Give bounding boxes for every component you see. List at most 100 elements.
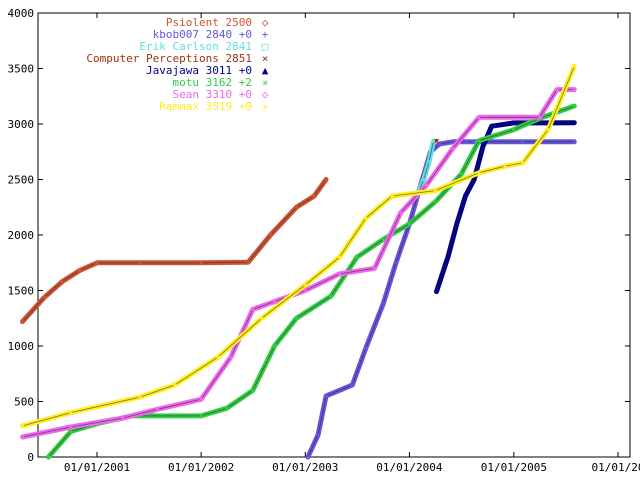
data-point xyxy=(260,316,264,320)
data-point xyxy=(78,268,82,273)
y-tick-label: 2500 xyxy=(8,174,35,187)
data-point xyxy=(477,171,481,175)
data-point xyxy=(69,411,73,415)
x-tick-label: 01/01/2004 xyxy=(376,461,443,474)
data-point xyxy=(433,200,437,204)
data-point xyxy=(481,144,485,148)
data-point xyxy=(431,140,435,144)
data-point xyxy=(216,355,220,359)
series-core-line xyxy=(22,66,575,427)
x-tick-label: 01/01/20 xyxy=(592,461,640,474)
data-point xyxy=(246,260,250,264)
series-core-line xyxy=(417,141,434,193)
data-point xyxy=(20,320,25,324)
data-point xyxy=(364,216,368,220)
legend-entry-label: Javajawa 3011 +0 xyxy=(146,64,252,77)
legend-marker: ✳ xyxy=(262,76,269,89)
data-point xyxy=(572,104,576,108)
data-point xyxy=(503,164,507,168)
data-point xyxy=(329,294,333,298)
data-point xyxy=(381,237,385,241)
data-point xyxy=(512,121,516,125)
data-point xyxy=(463,194,467,198)
data-point xyxy=(294,205,298,209)
series-layer: × xyxy=(20,63,577,460)
data-point xyxy=(251,388,255,392)
data-point xyxy=(521,140,525,144)
data-point xyxy=(20,424,25,428)
data-point xyxy=(316,433,320,437)
legend-entry-label: Psiolent 2500 xyxy=(166,16,252,29)
data-point xyxy=(390,194,394,198)
data-point xyxy=(229,355,233,359)
legend-entry-label: Computer Perceptions 2851 xyxy=(86,52,252,65)
data-point xyxy=(451,146,455,150)
data-point xyxy=(350,383,354,387)
data-point xyxy=(455,222,459,226)
data-point xyxy=(272,344,277,348)
data-point xyxy=(60,280,64,284)
y-axis-ticks: 0 500 1000 1500 2000 2500 3000 3500 4000 xyxy=(8,7,630,464)
data-point xyxy=(572,140,576,144)
data-point xyxy=(337,255,342,259)
data-point xyxy=(121,416,125,420)
series-0 xyxy=(20,177,329,325)
data-point xyxy=(199,414,203,418)
legend-entry-label: Rammax 3519 +0 xyxy=(159,100,252,113)
data-point xyxy=(324,177,328,182)
y-tick-label: 0 xyxy=(27,451,34,464)
y-tick-label: 3000 xyxy=(8,118,35,131)
series-line xyxy=(20,63,577,429)
legend-marker: □ xyxy=(262,40,269,53)
data-point xyxy=(173,383,177,387)
data-point xyxy=(422,177,426,182)
data-point xyxy=(477,139,481,143)
data-point xyxy=(521,161,525,165)
series-7 xyxy=(20,63,577,429)
data-point xyxy=(355,255,359,259)
data-point xyxy=(437,142,441,146)
y-tick-label: 500 xyxy=(14,396,34,409)
data-point xyxy=(95,261,99,265)
data-point xyxy=(155,407,160,411)
data-point xyxy=(303,288,307,293)
legend-marker: + xyxy=(262,28,269,41)
data-point xyxy=(477,115,481,119)
single-point-marker: × xyxy=(433,135,440,148)
legend-entry-label: Sean 3310 +0 xyxy=(173,88,252,101)
data-point xyxy=(20,435,25,439)
series-core-line xyxy=(436,122,575,292)
data-point xyxy=(572,121,576,125)
series-core-line xyxy=(307,141,575,458)
y-tick-label: 2000 xyxy=(8,229,35,242)
legend-marker: ✳ xyxy=(262,100,269,113)
y-tick-label: 3500 xyxy=(8,63,35,76)
y-tick-label: 4000 xyxy=(8,7,35,20)
data-point xyxy=(537,115,542,119)
y-tick-label: 1000 xyxy=(8,340,35,353)
x-tick-label: 01/01/2003 xyxy=(272,461,338,474)
y-tick-label: 1500 xyxy=(8,285,35,298)
data-point xyxy=(373,266,377,270)
data-point xyxy=(394,261,398,265)
x-axis-ticks: 01/01/2001 01/01/2002 01/01/2003 01/01/2004… xyxy=(64,13,640,474)
x-tick-label: 01/01/2001 xyxy=(64,461,130,474)
data-point xyxy=(407,222,411,226)
series-line xyxy=(434,120,577,295)
data-point xyxy=(546,128,550,132)
data-point xyxy=(251,307,255,311)
data-point xyxy=(199,261,203,265)
data-point xyxy=(225,406,229,410)
data-point xyxy=(268,233,273,237)
legend-entry-label: kbob007 2840 +0 xyxy=(153,28,252,41)
data-point xyxy=(138,261,142,265)
legend-marker: ◇ xyxy=(262,16,269,29)
series-3: × xyxy=(433,135,440,148)
data-point xyxy=(69,425,73,429)
data-point xyxy=(512,128,516,132)
legend: Psiolent 2500 ◇ kbob007 2840 +0 + Erik Carls… xyxy=(86,16,268,113)
data-point xyxy=(306,455,310,459)
data-point xyxy=(434,290,439,294)
data-point xyxy=(399,211,403,215)
data-point xyxy=(465,140,469,144)
